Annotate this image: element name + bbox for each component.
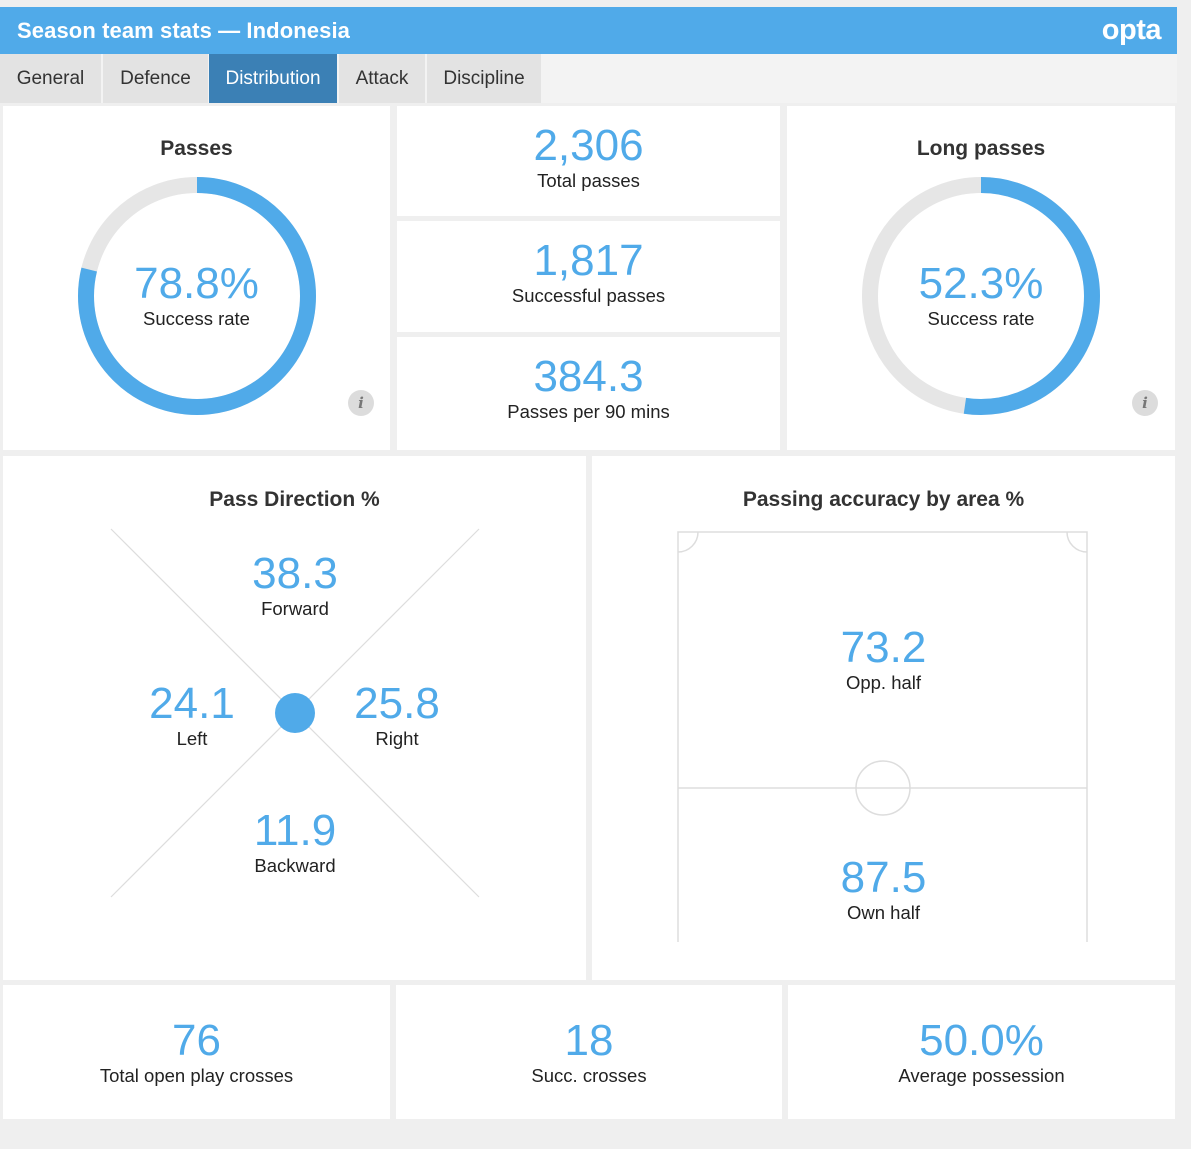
tab-distribution[interactable]: Distribution xyxy=(209,54,337,103)
total-passes-label: Total passes xyxy=(537,170,640,191)
succ-crosses-value: 18 xyxy=(564,1016,614,1065)
backward-value: 11.9 xyxy=(253,806,337,855)
passes-panel: Passes 78.8% Success rate i xyxy=(3,106,390,450)
pass-direction-diagram xyxy=(110,528,480,898)
passes-per90-label: Passes per 90 mins xyxy=(507,401,670,422)
tab-general[interactable]: General xyxy=(0,54,101,103)
corner-arc xyxy=(1066,531,1088,553)
tab-discipline[interactable]: Discipline xyxy=(427,54,541,103)
passes-per90-panel: 384.3 Passes per 90 mins xyxy=(397,337,780,450)
total-passes-value: 2,306 xyxy=(533,121,644,170)
direction-left: 24.1 Left xyxy=(92,682,292,750)
tab-bar: General Defence Distribution Attack Disc… xyxy=(0,54,1177,103)
long-passes-success-label: Success rate xyxy=(927,308,1035,329)
long-passes-donut-arc xyxy=(862,177,1100,415)
long-passes-donut xyxy=(862,177,1100,415)
passes-success-value: 78.8% xyxy=(134,259,259,308)
forward-label: Forward xyxy=(261,598,329,619)
backward-label: Backward xyxy=(254,855,336,876)
direction-backward: 11.9 Backward xyxy=(195,809,395,877)
direction-forward: 38.3 Forward xyxy=(195,552,395,620)
crosses-panel: 76 Total open play crosses xyxy=(3,985,390,1119)
header-bar: Season team stats — Indonesia opta xyxy=(0,7,1177,54)
passing-accuracy-panel: Passing accuracy by area % 73.2 Opp. hal… xyxy=(592,456,1175,980)
possession-panel: 50.0% Average possession xyxy=(788,985,1175,1119)
opp-half-label: Opp. half xyxy=(845,672,922,693)
pitch-diagram xyxy=(677,531,1088,942)
center-circle xyxy=(855,760,911,816)
opp-half-stat: 73.2 Opp. half xyxy=(592,626,1175,694)
possession-label: Average possession xyxy=(898,1065,1065,1086)
page-title: Season team stats — Indonesia xyxy=(17,18,351,43)
succ-crosses-label: Succ. crosses xyxy=(531,1065,647,1086)
passes-title: Passes xyxy=(160,137,233,160)
pass-direction-panel: Pass Direction % 38.3 Forward 24.1 Left … xyxy=(3,456,586,980)
long-passes-success-value: 52.3% xyxy=(918,259,1044,308)
long-passes-center: 52.3% Success rate xyxy=(787,262,1175,330)
right-value: 25.8 xyxy=(354,679,440,728)
passes-center: 78.8% Success rate xyxy=(3,262,390,330)
successful-passes-value: 1,817 xyxy=(533,236,644,285)
center-dot xyxy=(275,693,315,733)
succ-crosses-panel: 18 Succ. crosses xyxy=(396,985,782,1119)
total-passes-panel: 2,306 Total passes xyxy=(397,106,780,216)
successful-passes-panel: 1,817 Successful passes xyxy=(397,221,780,332)
successful-passes-label: Successful passes xyxy=(511,285,666,306)
right-label: Right xyxy=(375,728,419,749)
passes-donut-arc xyxy=(78,177,316,415)
tab-attack[interactable]: Attack xyxy=(339,54,425,103)
direction-right: 25.8 Right xyxy=(297,682,497,750)
pass-direction-title: Pass Direction % xyxy=(209,488,380,511)
opta-logo: opta xyxy=(1101,14,1162,46)
corner-arc xyxy=(677,531,699,553)
info-icon[interactable]: i xyxy=(1132,390,1158,416)
own-half-value: 87.5 xyxy=(840,853,927,902)
forward-value: 38.3 xyxy=(252,549,338,598)
left-label: Left xyxy=(176,728,208,749)
crosses-label: Total open play crosses xyxy=(99,1065,294,1086)
passes-per90-value: 384.3 xyxy=(533,352,644,401)
passing-accuracy-title: Passing accuracy by area % xyxy=(742,488,1025,511)
long-passes-panel: Long passes 52.3% Success rate i xyxy=(787,106,1175,450)
passes-donut xyxy=(78,177,316,415)
tab-defence[interactable]: Defence xyxy=(103,54,208,103)
left-value: 24.1 xyxy=(149,679,235,728)
passes-success-label: Success rate xyxy=(143,308,250,329)
opp-half-value: 73.2 xyxy=(840,623,927,672)
own-half-stat: 87.5 Own half xyxy=(592,856,1175,924)
info-icon[interactable]: i xyxy=(348,390,374,416)
long-passes-title: Long passes xyxy=(916,137,1046,160)
pitch-outline xyxy=(677,531,1088,942)
possession-value: 50.0% xyxy=(919,1016,1044,1065)
own-half-label: Own half xyxy=(846,902,920,923)
crosses-value: 76 xyxy=(172,1016,221,1065)
